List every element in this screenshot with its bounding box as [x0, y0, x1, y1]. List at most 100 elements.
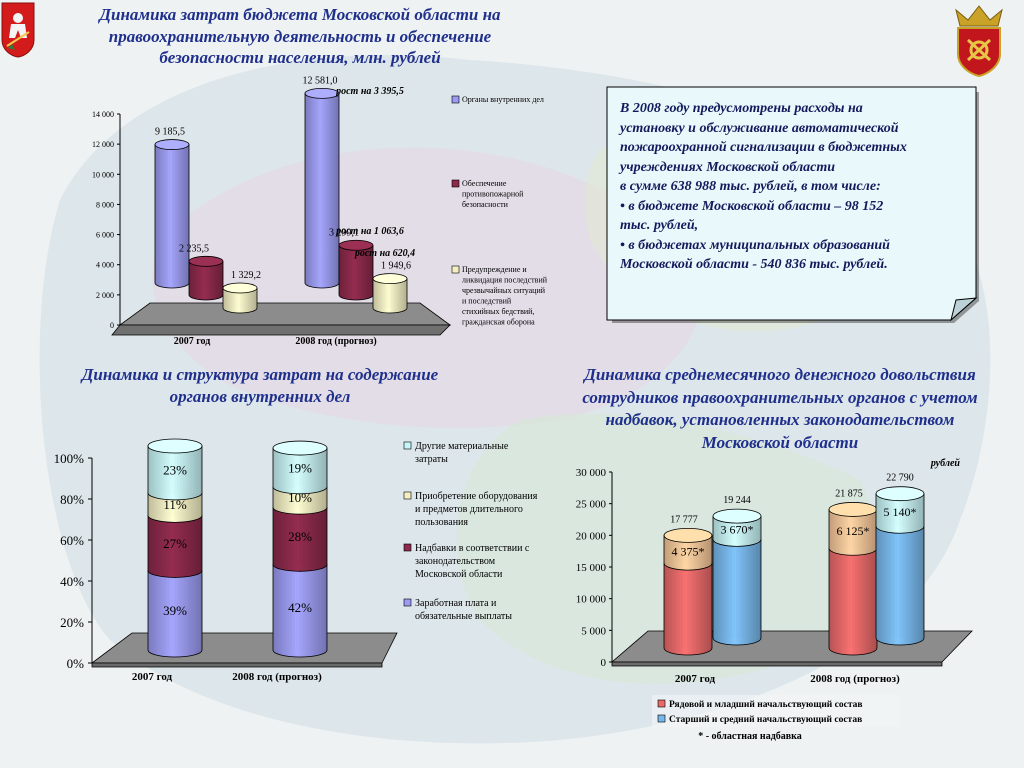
- cylinder-top: [372, 273, 408, 285]
- legend-line: противопожарной: [462, 190, 524, 199]
- note-line: в сумме 638 988 тыс. рублей, в том числе…: [620, 179, 881, 194]
- allowance-label: 5 140*: [884, 505, 917, 519]
- stack-segment: [272, 486, 328, 515]
- x-tick-label: 2007 год: [174, 336, 211, 347]
- legend-label: Заработная плата и обязательные выплаты: [415, 598, 512, 622]
- note-line: тыс. рублей,: [620, 218, 699, 233]
- y-tick-label: 12 000: [92, 140, 114, 149]
- stack-segment: [663, 562, 713, 656]
- segment-label: 28%: [288, 529, 312, 544]
- y-tick-label: 15 000: [576, 562, 607, 574]
- stack-segment: [272, 563, 328, 658]
- legend-line: Приобретение оборудования: [415, 491, 538, 502]
- stack-segment: [147, 570, 203, 658]
- legend-box: [652, 695, 900, 727]
- allowance-label: 3 670*: [721, 523, 754, 537]
- footnote: * - областная надбавка: [698, 731, 802, 742]
- cylinder-top: [222, 282, 258, 294]
- y-tick-label: 2 000: [96, 291, 114, 300]
- stack-segment: [272, 506, 328, 572]
- structure-heading-line-2: органов внутренних дел: [169, 387, 351, 406]
- note-line: • в бюджетах муниципальных образований: [620, 237, 890, 253]
- legend-line: чрезвычайных ситуаций: [462, 286, 546, 295]
- legend-line: законодательством: [415, 556, 496, 567]
- y-tick-label: 6 000: [96, 231, 114, 240]
- total-label: 21 875: [835, 488, 863, 499]
- note-line: Московской области - 540 836 тыс. рублей…: [620, 257, 888, 272]
- bar: [188, 255, 224, 301]
- total-label: 17 777: [670, 514, 698, 525]
- legend-line: Заработная плата и: [415, 598, 497, 609]
- stack-segment: [712, 508, 762, 547]
- legend-swatch: [451, 95, 460, 104]
- chart-floor-edge: [611, 661, 943, 667]
- chart-floor-edge: [91, 662, 383, 668]
- note-box: В 2008 году предусмотрены расходы на уст…: [606, 86, 979, 323]
- y-tick-label: 80%: [60, 492, 84, 507]
- y-tick-label: 14 000: [92, 110, 114, 119]
- growth-label: рост на 620,4: [354, 248, 415, 259]
- cylinder-top: [828, 502, 878, 517]
- bar: [222, 282, 258, 314]
- main-heading: Динамика затрат бюджета Московской облас…: [40, 4, 560, 69]
- y-tick-label: 8 000: [96, 200, 114, 209]
- cylinder-top: [663, 528, 713, 543]
- growth-label: рост на 3 395,5: [335, 86, 404, 97]
- stack-segment: [663, 528, 713, 571]
- allowance-label: 4 375*: [672, 544, 705, 558]
- allowance-heading-line-2: сотрудников правоохранительных органов с…: [582, 387, 978, 407]
- x-tick-label: 2008 год (прогноз): [295, 336, 376, 347]
- legend-label: Органы внутренних дел: [462, 95, 544, 104]
- legend-line: ликвидация последствий: [462, 276, 548, 285]
- segment-label: 39%: [163, 603, 187, 618]
- cylinder-top: [188, 255, 224, 267]
- legend-line: обязательные выплаты: [415, 611, 512, 622]
- stack-segment: [712, 538, 762, 646]
- data-label: 3 299,1: [329, 227, 359, 238]
- stack-segment: [828, 547, 878, 656]
- legend-label: Рядовой и младший начальствующий состав: [669, 699, 863, 710]
- police-emblem-icon: [955, 5, 1003, 78]
- stack-segment: [875, 525, 925, 646]
- cylinder-top: [154, 139, 190, 150]
- segment-label: 11%: [163, 497, 187, 512]
- legend-label: Другие материальные затраты: [415, 441, 509, 465]
- y-tick-label: 20%: [60, 615, 84, 630]
- y-tick-label: 5 000: [581, 625, 606, 637]
- total-label: 19 244: [723, 495, 751, 506]
- cylinder-top: [304, 87, 340, 99]
- y-tick-label: 40%: [60, 574, 84, 589]
- y-tick-label: 0: [601, 657, 607, 669]
- cylinder-body: [222, 287, 258, 314]
- note-line: пожароохранной сигнализации в бюджетных: [620, 140, 907, 155]
- stack-segment: [272, 440, 328, 495]
- segment-label: 19%: [288, 460, 312, 475]
- cylinder-body: [372, 278, 408, 314]
- segment-label: 27%: [163, 536, 187, 551]
- cylinder-top: [272, 440, 328, 456]
- note-line: В 2008 году предусмотрены расходы на: [620, 101, 863, 116]
- allowance-heading: Динамика среднемесячного денежного довол…: [530, 364, 1024, 454]
- y-tick-label: 60%: [60, 533, 84, 548]
- main-heading-line-3: безопасности населения, млн. рублей: [159, 48, 441, 67]
- legend-label: Надбавки в соответствии с законодательств…: [415, 543, 530, 580]
- cylinder-top: [338, 239, 374, 251]
- legend-line: стихийных бедствий,: [462, 307, 534, 316]
- chart-floor-edge: [111, 324, 451, 336]
- y-tick-label: 4 000: [96, 261, 114, 270]
- note-line: • в бюджете Московской области – 98 152: [620, 198, 884, 214]
- segment-label: 42%: [288, 600, 312, 615]
- legend-label: Предупреждение и ликвидация последствий чр…: [462, 265, 548, 327]
- stack-segment: [875, 486, 925, 534]
- legend-line: Обеспечение: [462, 179, 507, 188]
- allowance-label: 6 125*: [837, 524, 870, 538]
- allowance-heading-line-3: надбавок, установленных законодательство…: [605, 410, 955, 429]
- legend-line: затраты: [415, 454, 448, 465]
- legend-line: гражданская оборона: [462, 318, 535, 327]
- x-tick-label: 2008 год (прогноз): [232, 671, 322, 683]
- data-label: 9 185,5: [155, 127, 185, 138]
- legend-swatch: [451, 265, 460, 274]
- note-box-shape: [606, 86, 979, 323]
- y-tick-label: 20 000: [576, 530, 607, 542]
